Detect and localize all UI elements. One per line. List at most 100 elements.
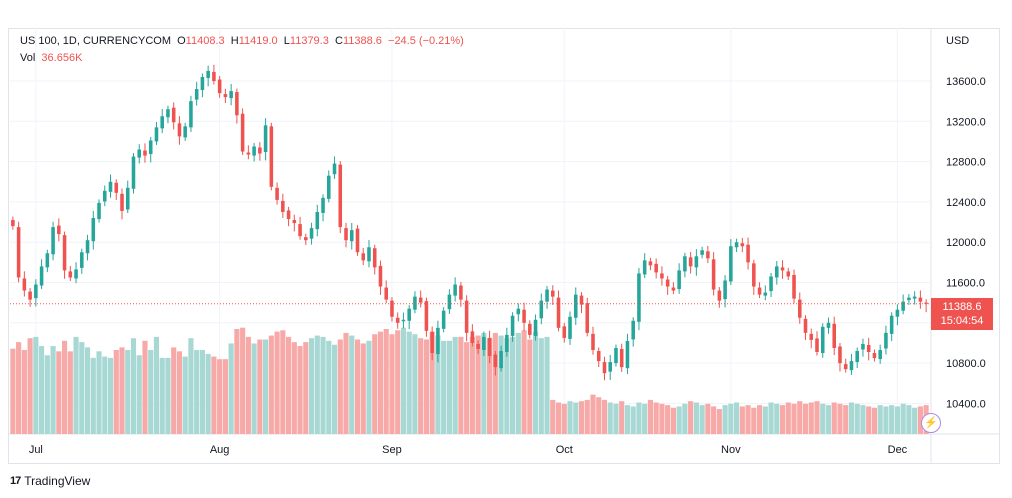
volume-value: 36.656K bbox=[41, 52, 83, 64]
volume-bar bbox=[412, 334, 418, 434]
volume-bar bbox=[102, 356, 108, 434]
candle-body bbox=[694, 256, 699, 268]
candle-body bbox=[493, 354, 498, 368]
volume-bar bbox=[16, 342, 22, 434]
candle-body bbox=[120, 193, 124, 211]
volume-bar bbox=[400, 327, 407, 434]
volume-bar bbox=[251, 343, 257, 434]
candle-body bbox=[436, 327, 440, 355]
candle-body bbox=[815, 338, 819, 353]
candle-body bbox=[826, 322, 831, 328]
candle-body bbox=[786, 271, 791, 277]
candle-body bbox=[551, 290, 555, 297]
volume-bar bbox=[561, 403, 567, 434]
volume-bar bbox=[165, 357, 171, 434]
volume-bar bbox=[56, 351, 62, 434]
candle-body bbox=[740, 243, 745, 247]
candle-body bbox=[631, 320, 635, 340]
candle-body bbox=[349, 230, 354, 242]
candle-body bbox=[533, 319, 538, 336]
candle-body bbox=[22, 278, 27, 291]
candle-body bbox=[453, 284, 457, 296]
candle-body bbox=[556, 297, 561, 328]
volume-bar bbox=[354, 339, 361, 434]
y-tick-label: 13200.0 bbox=[946, 116, 986, 128]
candle-body bbox=[97, 202, 101, 220]
x-tick-label: Jul bbox=[29, 444, 43, 456]
lightning-icon[interactable]: ⚡ bbox=[921, 413, 941, 433]
volume-bar bbox=[464, 342, 470, 434]
volume-bar bbox=[245, 336, 251, 434]
volume-bar bbox=[343, 332, 349, 434]
volume-bar bbox=[900, 403, 906, 434]
candle-body bbox=[568, 316, 572, 339]
candle-body bbox=[252, 146, 256, 156]
tradingview-logo[interactable]: 17 TradingView bbox=[10, 474, 90, 488]
y-tick-label: 10800.0 bbox=[946, 358, 986, 370]
volume-bar bbox=[50, 346, 56, 434]
y-tick-label: 12800.0 bbox=[946, 157, 986, 169]
candle-body bbox=[217, 79, 222, 94]
volume-bar bbox=[153, 336, 160, 434]
volume-bar bbox=[917, 406, 923, 434]
volume-bar bbox=[808, 402, 814, 434]
candle-body bbox=[843, 364, 848, 370]
candle-body bbox=[395, 317, 400, 323]
candle-body bbox=[189, 101, 193, 128]
y-tick-label: 12400.0 bbox=[946, 197, 986, 209]
volume-bars bbox=[10, 327, 929, 434]
volume-bar bbox=[10, 348, 16, 434]
volume-label[interactable]: Vol bbox=[20, 52, 36, 64]
ohlc-legend: US 100, 1D, CURRENCYCOM O11408.3 H11419.… bbox=[20, 35, 464, 47]
currency-label[interactable]: USD bbox=[946, 35, 970, 47]
candle-body bbox=[160, 116, 164, 129]
volume-bar bbox=[728, 403, 734, 434]
candle-body bbox=[407, 308, 411, 321]
volume-bar bbox=[176, 351, 183, 434]
volume-bar bbox=[240, 327, 246, 434]
volume-bar bbox=[148, 350, 154, 434]
volume-bar bbox=[159, 357, 165, 434]
volume-bar bbox=[768, 402, 774, 434]
candle-body bbox=[326, 175, 331, 199]
volume-bar bbox=[596, 397, 602, 434]
volume-bar bbox=[492, 332, 498, 434]
low-value: 11379.3 bbox=[289, 35, 329, 47]
volume-bar bbox=[837, 403, 843, 434]
candle-body bbox=[889, 315, 894, 334]
volume-bar bbox=[705, 403, 711, 434]
symbol-label[interactable]: US 100, 1D, CURRENCYCOM bbox=[20, 35, 171, 47]
candle-body bbox=[74, 269, 78, 279]
y-tick-label: 11600.0 bbox=[946, 278, 985, 290]
candle-body bbox=[62, 235, 67, 271]
candle-body bbox=[510, 315, 515, 336]
candle-body bbox=[579, 295, 584, 305]
volume-bar bbox=[320, 336, 326, 434]
candle-body bbox=[102, 190, 107, 202]
volume-bar bbox=[205, 353, 211, 434]
volume-bar bbox=[550, 399, 556, 434]
candle-body bbox=[11, 220, 15, 227]
close-label: C bbox=[334, 35, 343, 47]
volume-bar bbox=[280, 330, 286, 434]
volume-bar bbox=[619, 401, 625, 434]
x-tick-label: Dec bbox=[888, 444, 908, 456]
volume-bar bbox=[257, 339, 263, 434]
candle-body bbox=[114, 182, 119, 193]
volume-bar bbox=[544, 336, 550, 434]
volume-bar bbox=[630, 406, 636, 434]
candle-body bbox=[528, 323, 532, 335]
candle-body bbox=[711, 259, 716, 290]
volume-bar bbox=[130, 338, 137, 434]
volume-bar bbox=[211, 356, 217, 434]
volume-bar bbox=[871, 407, 878, 434]
candle-body bbox=[390, 300, 394, 317]
candle-body bbox=[539, 300, 544, 319]
candle-body bbox=[671, 287, 676, 291]
candle-body bbox=[441, 310, 446, 329]
candle-body bbox=[809, 333, 814, 340]
y-tick-label: 13600.0 bbox=[946, 76, 986, 88]
volume-bar bbox=[584, 399, 590, 434]
candle-body bbox=[269, 126, 274, 187]
